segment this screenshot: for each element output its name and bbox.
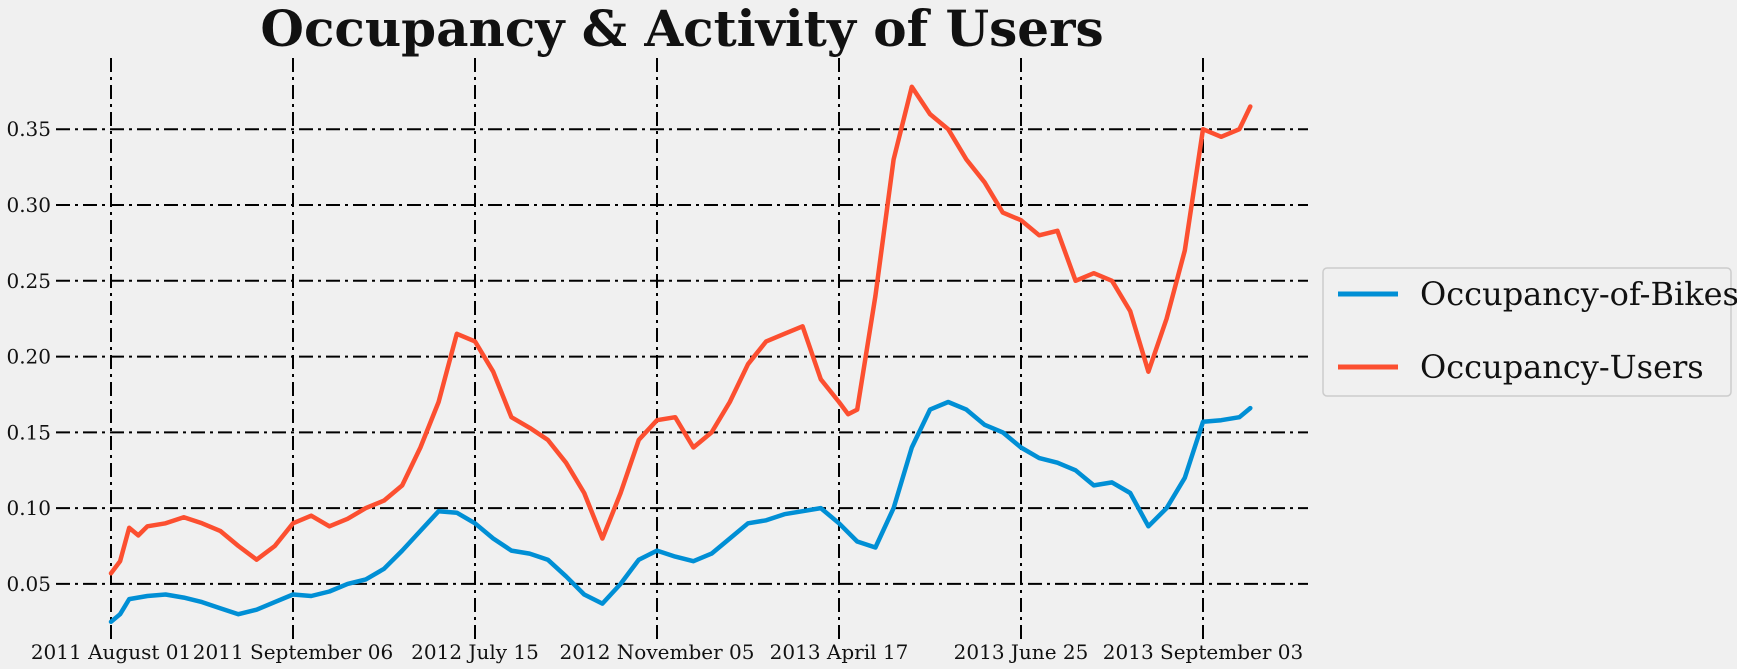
x-axis-ticks: 2011 August 01 2011 September 06 2012 July… <box>31 640 1303 664</box>
y-axis-ticks: 0.05 0.10 0.15 0.20 0.25 0.30 0.35 <box>6 117 51 596</box>
y-tick-label: 0.10 <box>6 496 51 520</box>
legend-label-occupancy-of-bikes: Occupancy-of-Bikes <box>1420 275 1737 313</box>
x-tick-label: 2012 November 05 <box>560 640 755 664</box>
series-lines <box>108 84 1253 625</box>
series-line-occupancy-of-bikes <box>108 399 1253 625</box>
grid <box>56 58 1308 640</box>
y-tick-label: 0.20 <box>6 345 51 369</box>
series-line-occupancy-users <box>108 84 1253 576</box>
legend-frame <box>1322 267 1732 397</box>
chart-title: Occupancy & Activity of Users <box>260 0 1103 58</box>
y-tick-label: 0.05 <box>6 572 51 596</box>
x-tick-label: 2013 September 03 <box>1103 640 1303 664</box>
x-tick-label: 2012 July 15 <box>411 640 539 664</box>
legend: Occupancy-of-Bikes Occupancy-Users <box>1322 267 1737 397</box>
x-tick-label: 2011 August 01 <box>31 640 191 664</box>
y-tick-label: 0.15 <box>6 420 51 444</box>
x-tick-label: 2013 April 17 <box>770 640 909 664</box>
y-tick-label: 0.35 <box>6 117 51 141</box>
x-tick-label: 2011 September 06 <box>193 640 393 664</box>
y-tick-label: 0.30 <box>6 193 51 217</box>
x-tick-label: 2013 June 25 <box>954 640 1089 664</box>
legend-label-occupancy-users: Occupancy-Users <box>1420 348 1704 386</box>
y-tick-label: 0.25 <box>6 269 51 293</box>
